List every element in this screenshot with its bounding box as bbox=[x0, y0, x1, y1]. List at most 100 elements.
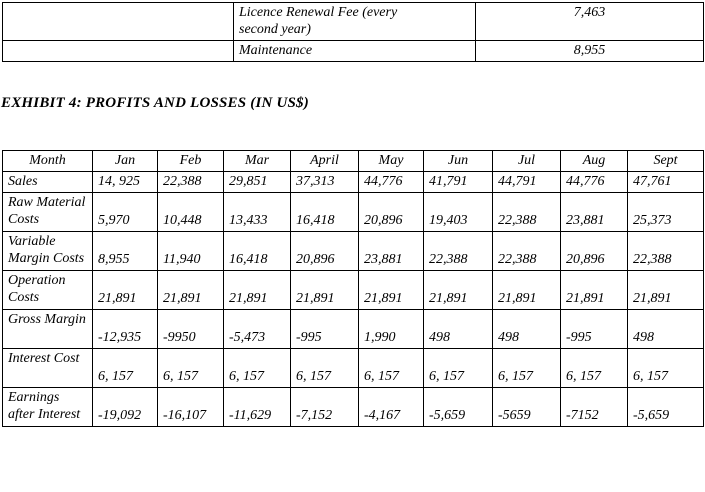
pl-value-cell: -7152 bbox=[560, 387, 628, 427]
pl-value-cell: 16,418 bbox=[223, 231, 291, 271]
pl-row-label: Sales bbox=[2, 171, 93, 193]
pl-value-cell: 37,313 bbox=[290, 171, 359, 193]
pl-value-cell: 21,891 bbox=[223, 270, 291, 310]
fee-item-line: Maintenance bbox=[239, 43, 313, 58]
pl-header-row: Month Jan Feb Mar April May Jun Jul Aug Sept bbox=[2, 150, 704, 172]
pl-data-row: Interest Cost 6, 157 6, 157 6, 157 6, 157 6, … bbox=[2, 348, 704, 388]
pl-value-cell: 23,881 bbox=[560, 192, 628, 232]
pl-value-cell: 29,851 bbox=[223, 171, 291, 193]
pl-column-header: Mar bbox=[223, 150, 291, 172]
pl-value-cell: -5659 bbox=[492, 387, 561, 427]
pl-value-cell: 6, 157 bbox=[92, 348, 158, 388]
pl-value-cell: 10,448 bbox=[157, 192, 224, 232]
pl-value-cell: 21,891 bbox=[290, 270, 359, 310]
pl-value-cell: 21,891 bbox=[92, 270, 158, 310]
pl-value-cell: 47,761 bbox=[627, 171, 704, 193]
pl-value-cell: 6, 157 bbox=[560, 348, 628, 388]
pl-value-cell: 11,940 bbox=[157, 231, 224, 271]
pl-data-row: Earnings after Interest -19,092 -16,107 -11… bbox=[2, 387, 704, 427]
pl-value-cell: 20,896 bbox=[290, 231, 359, 271]
pl-data-row: Operation Costs 21,891 21,891 21,891 21,891 2… bbox=[2, 270, 704, 310]
pl-column-header: Feb bbox=[157, 150, 224, 172]
pl-value-cell: 22,388 bbox=[423, 231, 493, 271]
pl-value-cell: 16,418 bbox=[290, 192, 359, 232]
pl-column-header: Aug bbox=[560, 150, 628, 172]
pl-value-cell: 21,891 bbox=[157, 270, 224, 310]
pl-value-cell: 5,970 bbox=[92, 192, 158, 232]
pl-value-cell: -5,473 bbox=[223, 309, 291, 349]
pl-value-cell: 498 bbox=[423, 309, 493, 349]
pl-value-cell: 22,388 bbox=[627, 231, 704, 271]
pl-value-cell: -11,629 bbox=[223, 387, 291, 427]
pl-value-cell: 498 bbox=[627, 309, 704, 349]
pl-value-cell: -9950 bbox=[157, 309, 224, 349]
pl-value-cell: -16,107 bbox=[157, 387, 224, 427]
fee-item-cell: Maintenance bbox=[233, 40, 476, 62]
pl-value-cell: 21,891 bbox=[627, 270, 704, 310]
fee-empty-cell bbox=[2, 2, 234, 41]
pl-column-header: Jan bbox=[92, 150, 158, 172]
pl-value-cell: 21,891 bbox=[423, 270, 493, 310]
pl-value-cell: 23,881 bbox=[358, 231, 424, 271]
pl-value-cell: 22,388 bbox=[492, 231, 561, 271]
pl-row-label: Interest Cost bbox=[2, 348, 93, 388]
fee-item-line: second year) bbox=[239, 22, 311, 37]
pl-value-cell: 14, 925 bbox=[92, 171, 158, 193]
pl-value-cell: 498 bbox=[492, 309, 561, 349]
pl-row-label: Raw Material Costs bbox=[2, 192, 93, 232]
exhibit-heading: EXHIBIT 4: PROFITS AND LOSSES (IN US$) bbox=[1, 95, 309, 111]
pl-value-cell: 6, 157 bbox=[290, 348, 359, 388]
pl-value-cell: 19,403 bbox=[423, 192, 493, 232]
fee-row: Licence Renewal Fee (every second year) 7,… bbox=[2, 2, 704, 41]
pl-value-cell: -995 bbox=[560, 309, 628, 349]
pl-value-cell: 20,896 bbox=[358, 192, 424, 232]
fees-table: Licence Renewal Fee (every second year) 7,… bbox=[2, 2, 704, 62]
pl-value-cell: -7,152 bbox=[290, 387, 359, 427]
pl-value-cell: 6, 157 bbox=[223, 348, 291, 388]
pl-value-cell: 20,896 bbox=[560, 231, 628, 271]
pl-value-cell: 6, 157 bbox=[358, 348, 424, 388]
pl-value-cell: 6, 157 bbox=[492, 348, 561, 388]
pl-data-row: Sales 14, 925 22,388 29,851 37,313 44,776 41,7… bbox=[2, 171, 704, 193]
pl-value-cell: 44,776 bbox=[560, 171, 628, 193]
pl-data-row: Variable Margin Costs 8,955 11,940 16,418 20… bbox=[2, 231, 704, 271]
fee-value-cell: 8,955 bbox=[475, 40, 704, 62]
pl-value-cell: 1,990 bbox=[358, 309, 424, 349]
pl-value-cell: 21,891 bbox=[492, 270, 561, 310]
pl-value-cell: -5,659 bbox=[627, 387, 704, 427]
pl-row-label: Operation Costs bbox=[2, 270, 93, 310]
pl-value-cell: 44,791 bbox=[492, 171, 561, 193]
pl-value-cell: -4,167 bbox=[358, 387, 424, 427]
pl-table: Month Jan Feb Mar April May Jun Jul Aug Sept Sales… bbox=[2, 150, 704, 427]
pl-value-cell: -5,659 bbox=[423, 387, 493, 427]
pl-value-cell: 6, 157 bbox=[423, 348, 493, 388]
pl-row-label: Variable Margin Costs bbox=[2, 231, 93, 271]
pl-table-body: Month Jan Feb Mar April May Jun Jul Aug Sept Sales… bbox=[2, 150, 704, 427]
pl-column-header: Jul bbox=[492, 150, 561, 172]
pl-value-cell: 8,955 bbox=[92, 231, 158, 271]
pl-value-cell: -12,935 bbox=[92, 309, 158, 349]
pl-value-cell: 41,791 bbox=[423, 171, 493, 193]
pl-value-cell: 25,373 bbox=[627, 192, 704, 232]
fee-value-cell: 7,463 bbox=[475, 2, 704, 41]
pl-value-cell: 22,388 bbox=[157, 171, 224, 193]
pl-column-header: Sept bbox=[627, 150, 704, 172]
pl-value-cell: -19,092 bbox=[92, 387, 158, 427]
pl-value-cell: 6, 157 bbox=[157, 348, 224, 388]
pl-data-row: Raw Material Costs 5,970 10,448 13,433 16,41… bbox=[2, 192, 704, 232]
pl-value-cell: 21,891 bbox=[560, 270, 628, 310]
pl-column-header: Jun bbox=[423, 150, 493, 172]
fee-item-cell: Licence Renewal Fee (every second year) bbox=[233, 2, 476, 41]
fee-row: Maintenance 8,955 bbox=[2, 40, 704, 62]
pl-column-header: May bbox=[358, 150, 424, 172]
fees-table-body: Licence Renewal Fee (every second year) 7,… bbox=[2, 2, 704, 62]
pl-column-header: Month bbox=[2, 150, 93, 172]
pl-column-header: April bbox=[290, 150, 359, 172]
pl-value-cell: 44,776 bbox=[358, 171, 424, 193]
pl-value-cell: 21,891 bbox=[358, 270, 424, 310]
pl-row-label: Gross Margin bbox=[2, 309, 93, 349]
pl-value-cell: 6, 157 bbox=[627, 348, 704, 388]
pl-value-cell: -995 bbox=[290, 309, 359, 349]
fee-empty-cell bbox=[2, 40, 234, 62]
